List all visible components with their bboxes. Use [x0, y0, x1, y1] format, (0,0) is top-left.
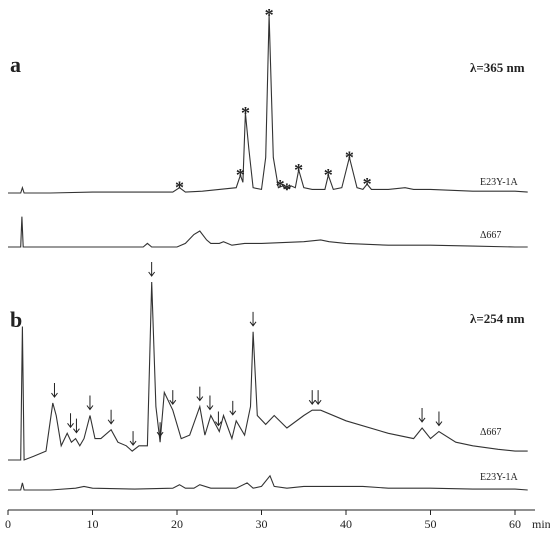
peak-asterisk: *	[265, 5, 274, 25]
peak-arrow	[67, 413, 74, 429]
peak-arrow	[215, 411, 222, 427]
peak-arrow	[129, 431, 137, 446]
peak-arrow	[418, 407, 426, 423]
trace-label: Δ667	[480, 427, 501, 438]
trace-label: E23Y-1A	[480, 177, 519, 188]
peak-arrow	[86, 395, 94, 411]
x-tick-label: 30	[256, 517, 268, 531]
trace-label: E23Y-1A	[480, 472, 519, 483]
trace	[8, 281, 528, 461]
peak-arrow	[148, 262, 156, 277]
x-tick-label: 40	[340, 517, 352, 531]
peak-arrow	[169, 390, 177, 405]
peak-asterisk: *	[363, 174, 372, 194]
peak-asterisk: *	[345, 147, 354, 167]
peak-asterisk: *	[276, 176, 285, 196]
peak-arrow	[308, 390, 316, 405]
x-axis-label: min	[532, 517, 550, 531]
peak-arrow	[206, 395, 214, 411]
peak-asterisk: *	[175, 178, 184, 198]
peak-asterisk: *	[236, 165, 245, 185]
peak-arrow	[51, 383, 58, 398]
peak-arrow	[229, 400, 237, 416]
x-tick-label: 50	[425, 517, 437, 531]
peak-asterisk: *	[324, 165, 333, 185]
peak-asterisk: *	[282, 179, 291, 199]
peak-asterisk: *	[241, 103, 250, 123]
peak-arrow	[73, 418, 80, 434]
peak-arrow	[156, 422, 164, 438]
peak-arrow	[196, 386, 204, 402]
panel-label: b	[10, 307, 22, 332]
wavelength-label: λ=365 nm	[470, 60, 525, 75]
trace	[8, 474, 528, 491]
peak-arrow	[107, 409, 115, 425]
x-tick-label: 0	[5, 517, 11, 531]
x-tick-label: 60	[509, 517, 521, 531]
wavelength-label: λ=254 nm	[470, 311, 525, 326]
peak-arrow	[435, 411, 443, 427]
trace	[8, 216, 528, 248]
peak-asterisk: *	[294, 160, 303, 180]
panel-label: a	[10, 52, 21, 77]
peak-arrow	[249, 311, 257, 327]
peak-arrow	[314, 390, 322, 405]
x-tick-label: 20	[171, 517, 183, 531]
trace-label: Δ667	[480, 230, 501, 241]
x-tick-label: 10	[87, 517, 99, 531]
trace	[8, 14, 528, 194]
